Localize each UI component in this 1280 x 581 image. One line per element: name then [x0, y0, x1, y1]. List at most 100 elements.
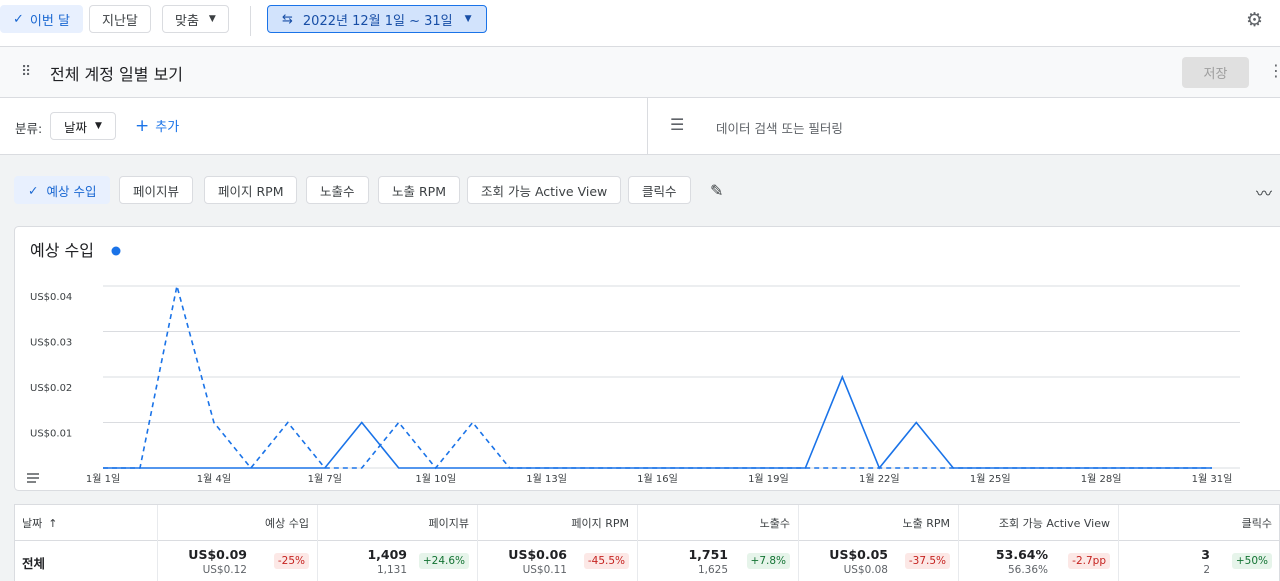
group-select[interactable]: 날짜 ▼: [50, 112, 116, 140]
filter-icon[interactable]: ☰: [670, 115, 685, 134]
chart-title: 예상 수입: [30, 241, 94, 260]
column-header[interactable]: 클릭수: [1119, 505, 1280, 541]
plot: US$0.01 US$0.02 US$0.03 US$0.04 1월 1일 1월 4일 1월…: [30, 285, 1240, 485]
metric-chip[interactable]: 페이지 RPM: [204, 176, 298, 204]
x-tick-label: 1월 31일: [1192, 473, 1233, 485]
data-line: [103, 285, 1212, 470]
add-button[interactable]: + 추가: [135, 116, 180, 136]
x-tick-label: 1월 28일: [1081, 473, 1122, 485]
edit-icon[interactable]: ✎: [710, 181, 724, 200]
table-cell: 53.64% 56.36% -2.7pp: [959, 541, 1119, 581]
chip-label: 조회 가능 Active View: [481, 183, 608, 199]
button-label: 이번 달: [29, 13, 70, 29]
table-cell: 3 2 +50%: [1119, 541, 1280, 581]
previous-value: 2: [1203, 564, 1210, 576]
metric-value: 3: [1201, 547, 1210, 562]
change-badge: -45.5%: [583, 553, 629, 569]
card-background: [14, 226, 1280, 491]
x-tick-label: 1월 10일: [415, 473, 456, 485]
change-badge: -2.7pp: [1068, 553, 1110, 569]
x-tick-label: 1월 13일: [526, 473, 567, 485]
date-range-label: 2022년 12월 1일 ~ 31일: [302, 13, 453, 29]
add-label: 추가: [155, 120, 180, 135]
chip-label: 페이지뷰: [133, 183, 180, 199]
divider: [647, 98, 648, 155]
this-month-button[interactable]: ✓ 이번 달: [0, 5, 83, 33]
divider: [250, 6, 251, 36]
column-header[interactable]: 날짜 ↑: [14, 505, 158, 541]
column-header[interactable]: 노출 RPM: [799, 505, 959, 541]
table-cell: US$0.09 US$0.12 -25%: [158, 541, 318, 581]
column-header[interactable]: 노출수: [638, 505, 799, 541]
apps-icon[interactable]: ⠿: [21, 64, 31, 80]
metric-chip[interactable]: 노출수: [306, 176, 369, 204]
group-label: 분류:: [15, 121, 43, 136]
metric-chip[interactable]: 조회 가능 Active View: [467, 176, 622, 204]
legend-dot: [111, 246, 121, 256]
previous-value: US$0.08: [843, 564, 888, 576]
header-label: 예상 수입: [265, 517, 309, 530]
previous-value: US$0.11: [522, 564, 567, 576]
header-label: 페이지 RPM: [571, 517, 629, 530]
more-icon[interactable]: ⋮: [1268, 61, 1280, 80]
header-label: 클릭수: [1241, 517, 1272, 530]
row-label: 전체: [22, 556, 46, 571]
table-cell: US$0.05 US$0.08 -37.5%: [799, 541, 959, 581]
custom-button[interactable]: 맞춤 ▼: [162, 5, 229, 33]
header-label: 노출수: [759, 517, 790, 530]
report-title: 전체 계정 일별 보기: [50, 65, 184, 84]
search-input[interactable]: 데이터 검색 또는 필터링: [716, 121, 843, 136]
table-cell: 1,751 1,625 +7.8%: [638, 541, 799, 581]
chip-label: 노출수: [320, 183, 355, 199]
date-range-button[interactable]: ⇆ 2022년 12월 1일 ~ 31일 ▼: [267, 5, 487, 33]
chip-label: 노출 RPM: [392, 183, 446, 199]
chip-label: 예상 수입: [46, 183, 97, 199]
x-tick-label: 1월 4일: [197, 473, 231, 485]
group-value: 날짜: [64, 119, 88, 135]
column-header[interactable]: 예상 수입: [158, 505, 318, 541]
metric-chip[interactable]: 페이지뷰: [119, 176, 194, 204]
column-header[interactable]: 페이지뷰: [318, 505, 478, 541]
metric-value: 1,751: [688, 547, 728, 562]
x-tick-label: 1월 7일: [308, 473, 342, 485]
chip-label: 클릭수: [642, 183, 677, 199]
previous-value: 56.36%: [1007, 564, 1048, 576]
trend-icon[interactable]: 〰: [1256, 184, 1273, 203]
last-month-button[interactable]: 지난달: [89, 5, 151, 33]
y-tick-label: US$0.01: [30, 429, 72, 440]
header-label: 조회 가능 Active View: [998, 517, 1110, 530]
previous-value: 1,625: [697, 564, 728, 576]
table-divider: [14, 540, 1280, 541]
table-cell: 1,409 1,131 +24.6%: [318, 541, 478, 581]
column-header[interactable]: 조회 가능 Active View: [959, 505, 1119, 541]
settings-icon[interactable]: ⚙: [1246, 9, 1264, 31]
change-badge: -25%: [273, 553, 309, 569]
metric-value: US$0.09: [188, 547, 247, 562]
metric-chip[interactable]: 노출 RPM: [378, 176, 460, 204]
metric-value: US$0.05: [829, 547, 888, 562]
metric-chip[interactable]: ✓ 예상 수입: [14, 176, 111, 204]
header-label: 날짜: [22, 517, 43, 530]
chart-card: 예상 수입 US$0.01 US$0.02 US$0.03 US$0.04 1월 1일 1…: [14, 226, 1280, 491]
change-badge: +24.6%: [418, 553, 469, 569]
change-badge: +50%: [1231, 553, 1272, 569]
x-tick-label: 1월 25일: [970, 473, 1011, 485]
x-tick-label: 1월 19일: [748, 473, 789, 485]
metric-value: 53.64%: [995, 547, 1048, 562]
column-header[interactable]: 페이지 RPM: [478, 505, 638, 541]
previous-value: 1,131: [376, 564, 407, 576]
table-cell: US$0.06 US$0.11 -45.5%: [478, 541, 638, 581]
chip-label: 페이지 RPM: [218, 183, 284, 199]
legend-toggle-icon[interactable]: [27, 473, 39, 483]
filter-bar: [0, 98, 1280, 155]
data-line: [103, 374, 1212, 470]
button-label: 맞춤: [175, 13, 199, 29]
metric-chip[interactable]: 클릭수: [628, 176, 691, 204]
metric-value: 1,409: [367, 547, 407, 562]
x-tick-label: 1월 16일: [637, 473, 678, 485]
change-badge: -37.5%: [904, 553, 950, 569]
previous-value: US$0.12: [202, 564, 247, 576]
y-tick-label: US$0.03: [30, 338, 72, 349]
save-button[interactable]: 저장: [1182, 57, 1249, 88]
